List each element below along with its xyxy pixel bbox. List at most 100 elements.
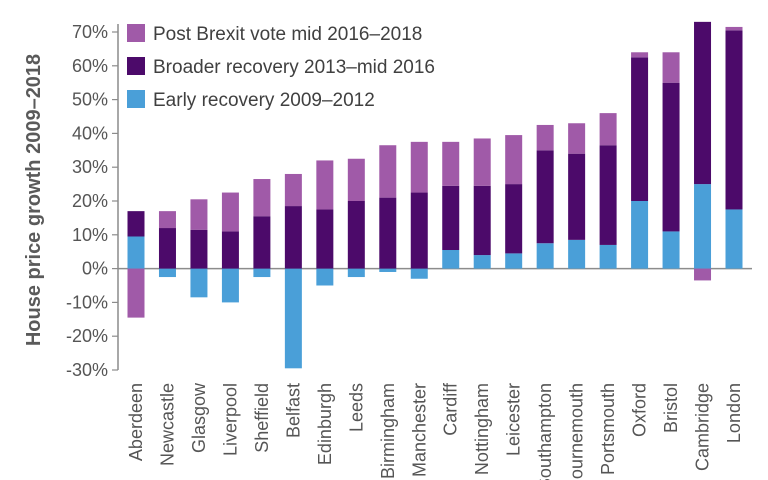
y-tick-label: 0% [82, 259, 108, 279]
x-category-label: Belfast [283, 383, 303, 438]
x-category-label: Edinburgh [315, 383, 335, 465]
bar-segment [284, 268, 302, 369]
y-tick-label: 70% [72, 22, 108, 42]
bar-segment [631, 57, 649, 201]
bar-segment [442, 141, 460, 186]
bar-segment [379, 145, 397, 198]
y-tick-label: 60% [72, 56, 108, 76]
bar-segment [316, 268, 334, 286]
bar-segment [284, 206, 302, 269]
bar-segment [442, 250, 460, 269]
bar-segment [568, 123, 586, 154]
x-categories: Aberdeen Newcastle Glasgow Liverpool Sheffie… [126, 382, 744, 480]
y-axis-title: House price growth 2009–2018 [23, 54, 45, 346]
bar-segment [221, 268, 239, 303]
bar-segment [442, 185, 460, 251]
x-category-label: Sheffield [252, 383, 272, 453]
bar-segment [253, 268, 271, 278]
bar-segment [284, 173, 302, 207]
bar-segment [599, 145, 617, 245]
bar-segment [127, 236, 145, 269]
legend-swatch [127, 24, 145, 42]
y-tick-label: 30% [72, 157, 108, 177]
bar-segment [473, 138, 491, 186]
y-tick-label: 50% [72, 90, 108, 110]
bars [127, 21, 743, 369]
y-ticks: -30% -20% -10% 0% 10% 20% 30% 40% 50% 60% 70% [66, 22, 118, 380]
bar-segment [536, 150, 554, 244]
bar-segment [347, 268, 365, 278]
x-category-label: Bournemouth [567, 383, 587, 480]
bar-segment [505, 253, 523, 269]
y-tick-label: -10% [66, 292, 108, 312]
y-tick-label: 40% [72, 123, 108, 143]
bar-segment [347, 201, 365, 269]
bar-segment [536, 243, 554, 269]
bar-segment [190, 229, 208, 269]
bar-segment [505, 135, 523, 185]
x-category-label: Bristol [661, 383, 681, 433]
bar-segment [568, 153, 586, 240]
bar-segment [662, 82, 680, 232]
bar-segment [253, 216, 271, 269]
legend-label: Broader recovery 2013–mid 2016 [153, 57, 435, 78]
bar-segment [158, 268, 176, 278]
x-category-label: Leicester [504, 383, 524, 456]
x-category-label: Nottingham [472, 383, 492, 475]
bar-segment [410, 268, 428, 279]
bar-segment [253, 179, 271, 217]
bar-segment [316, 209, 334, 269]
x-category-label: Liverpool [220, 383, 240, 456]
bar-segment [694, 268, 712, 281]
bar-segment [316, 160, 334, 210]
bar-segment [379, 197, 397, 269]
bar-segment [631, 52, 649, 58]
bar-segment [662, 231, 680, 269]
bar-segment [662, 52, 680, 83]
bar-segment [694, 21, 712, 185]
x-category-label: London [724, 383, 744, 443]
bar-segment [221, 231, 239, 269]
bar-segment [127, 211, 145, 237]
bar-segment [725, 26, 743, 31]
bar-segment [473, 185, 491, 256]
bar-segment [410, 141, 428, 193]
legend: Post Brexit vote mid 2016–2018 Broader re… [127, 24, 435, 111]
y-tick-label: 20% [72, 191, 108, 211]
bar-segment [599, 244, 617, 269]
y-tick-label: 10% [72, 225, 108, 245]
bar-segment [190, 268, 208, 298]
bar-segment [158, 211, 176, 229]
x-category-label: Southampton [535, 383, 555, 480]
x-category-label: Aberdeen [126, 383, 146, 461]
bar-segment [536, 124, 554, 151]
legend-label: Early recovery 2009–2012 [153, 90, 375, 111]
bar-segment [568, 239, 586, 269]
x-category-label: Newcastle [157, 383, 177, 466]
bar-segment [599, 113, 617, 146]
bar-segment [221, 192, 239, 232]
x-category-label: Glasgow [189, 382, 209, 453]
x-category-label: Cardiff [441, 382, 461, 436]
bar-segment [127, 268, 145, 318]
x-category-label: Manchester [409, 383, 429, 477]
x-category-label: Cambridge [693, 383, 713, 471]
y-tick-label: -30% [66, 360, 108, 380]
bar-segment [347, 158, 365, 201]
y-tick-label: -20% [66, 326, 108, 346]
x-category-label: Oxford [630, 383, 650, 437]
bar-segment [410, 192, 428, 269]
legend-swatch [127, 57, 145, 75]
bar-segment [505, 184, 523, 254]
legend-label: Post Brexit vote mid 2016–2018 [153, 24, 422, 45]
bar-segment [631, 201, 649, 269]
bar-segment [725, 209, 743, 269]
bar-segment [725, 30, 743, 210]
bar-segment [190, 199, 208, 230]
legend-swatch [127, 90, 145, 108]
bar-segment [694, 184, 712, 269]
x-category-label: Portsmouth [598, 383, 618, 475]
bar-segment [158, 228, 176, 269]
bar-segment [473, 255, 491, 269]
